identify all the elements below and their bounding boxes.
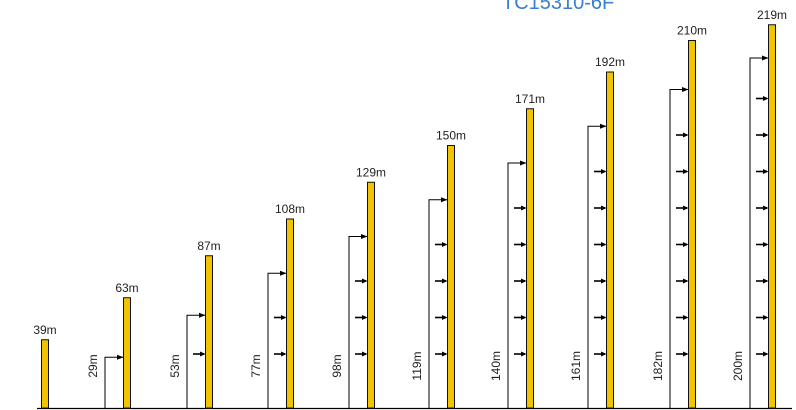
tie-arrow [281, 315, 287, 320]
tie-arrow [199, 312, 206, 318]
tower-frame [749, 57, 768, 408]
tower-frame [507, 162, 526, 408]
mast-bar [688, 40, 696, 409]
mast-bar [768, 24, 776, 409]
tie-arrow [521, 351, 527, 357]
tie-arrow [600, 123, 607, 129]
tie-arrow [200, 351, 206, 357]
tower-height-label: 77m [249, 354, 263, 377]
mast-group: 129m 98m [330, 165, 386, 409]
mast-group: 210m 182m [651, 24, 707, 409]
tie-arrow [763, 169, 769, 174]
diagram-title: TC15310-6F [502, 0, 614, 14]
tower-height-label: 53m [168, 354, 182, 377]
tie-arrow [763, 132, 769, 138]
mast-height-label: 210m [677, 24, 707, 38]
mast-height-label: 129m [356, 165, 386, 179]
tie-arrow [520, 160, 527, 166]
tower-frame [267, 272, 286, 408]
mast-bar [606, 71, 614, 409]
mast-height-label: 192m [595, 55, 625, 69]
mast-height-label: 108m [275, 202, 305, 216]
tie-arrow [601, 278, 607, 284]
tower-height-label: 200m [731, 351, 745, 381]
tie-arrow [683, 205, 689, 211]
mast-group: 192m 161m [569, 55, 625, 409]
tie-arrow [521, 205, 527, 211]
tie-arrow [683, 242, 689, 247]
tower-height-label: 182m [651, 351, 665, 381]
tie-arrow [683, 132, 689, 138]
tie-arrow [763, 96, 769, 101]
mast-group: 39m [33, 323, 57, 409]
tie-arrow [601, 169, 607, 174]
tower-height-label: 119m [410, 351, 424, 380]
tower-frame [186, 314, 205, 408]
tower-height-label: 29m [86, 354, 100, 377]
tie-arrow [763, 315, 769, 320]
tower-height-label: 140m [489, 351, 503, 381]
mast-bar [123, 297, 131, 409]
tower-height-label: 161m [569, 351, 583, 381]
mast-group: 219m 200m [731, 8, 787, 409]
tie-arrow [442, 242, 448, 247]
mast-group: 150m 119m [410, 129, 466, 409]
tie-arrow [441, 197, 448, 203]
tower-frame [104, 356, 123, 408]
tie-arrow [763, 205, 769, 211]
mast-bar [526, 108, 534, 409]
tie-arrow [763, 351, 769, 357]
tie-arrow [521, 278, 527, 284]
mast-bar [447, 145, 455, 409]
mast-height-label: 219m [757, 8, 787, 22]
tie-arrow [442, 351, 448, 357]
mast-bar [41, 339, 49, 409]
mast-height-label: 39m [33, 323, 56, 337]
tie-arrow [362, 351, 368, 357]
tie-arrow [362, 315, 368, 320]
mast-bar [286, 218, 294, 409]
mast-bar [367, 181, 375, 409]
mast-height-label: 171m [515, 92, 545, 106]
tie-arrow [601, 351, 607, 357]
tie-arrow [362, 278, 368, 284]
tie-arrow [683, 315, 689, 320]
tie-arrow [521, 242, 527, 247]
mast-group: 171m 140m [489, 92, 545, 409]
tie-arrow [521, 315, 527, 320]
tie-arrow [763, 242, 769, 247]
mast-height-label: 87m [197, 239, 220, 253]
tie-arrow [763, 278, 769, 284]
tie-arrow [280, 270, 287, 276]
mast-group: 87m 53m [168, 239, 221, 409]
tie-arrow [683, 169, 689, 174]
tie-arrow [762, 55, 769, 61]
tower-frame [428, 199, 447, 408]
tie-arrow [683, 351, 689, 357]
tie-arrow [117, 354, 124, 360]
tie-arrow [601, 205, 607, 211]
mast-group: 63m 29m [86, 281, 139, 409]
mast-bar [205, 255, 213, 409]
tie-arrow [682, 87, 689, 92]
tower-frame [669, 89, 688, 408]
mast-height-label: 150m [436, 129, 466, 143]
tie-arrow [442, 278, 448, 284]
tower-frame [348, 236, 367, 408]
mast-group: 108m 77m [249, 202, 305, 409]
mast-height-label: 63m [115, 281, 138, 295]
tower-frame [587, 125, 606, 408]
tie-arrow [601, 242, 607, 247]
tie-arrow [601, 315, 607, 320]
tie-arrow [361, 234, 368, 239]
tie-arrow [683, 278, 689, 284]
tie-arrow [281, 351, 287, 357]
tower-height-label: 98m [330, 354, 344, 377]
tie-arrow [442, 315, 448, 320]
masts-layer: 39m 63m 29m 87m 53m 108m 77m 129m 98m 150m 119m 171… [33, 8, 787, 409]
